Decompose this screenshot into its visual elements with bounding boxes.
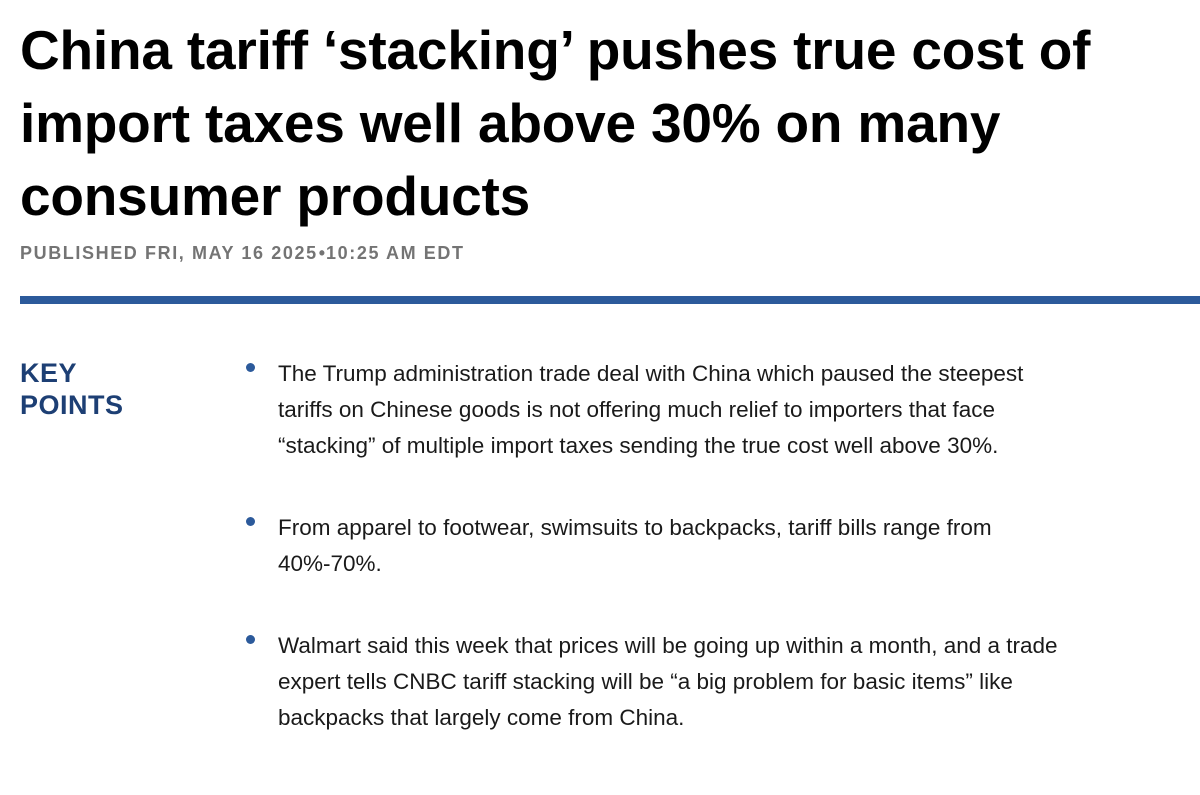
key-point-text: The Trump administration trade deal with… xyxy=(278,361,1024,458)
key-point-item: Walmart said this week that prices will … xyxy=(240,628,1070,736)
key-points-heading-line2: POINTS xyxy=(20,390,124,420)
published-separator: • xyxy=(318,243,326,263)
published-timestamp: PUBLISHED FRI, MAY 16 2025•10:25 AM EDT xyxy=(20,243,465,264)
section-divider xyxy=(20,296,1200,304)
key-point-item: From apparel to footwear, swimsuits to b… xyxy=(240,510,1070,582)
key-point-text: From apparel to footwear, swimsuits to b… xyxy=(278,515,992,576)
bullet-icon xyxy=(246,517,255,526)
key-points-list: The Trump administration trade deal with… xyxy=(240,356,1070,736)
bullet-icon xyxy=(246,363,255,372)
key-point-text: Walmart said this week that prices will … xyxy=(278,633,1058,730)
key-point-item: The Trump administration trade deal with… xyxy=(240,356,1070,464)
key-points-heading-line1: KEY xyxy=(20,358,78,388)
article-headline: China tariff ‘stacking’ pushes true cost… xyxy=(20,19,1091,227)
published-time: 10:25 AM EDT xyxy=(326,243,465,263)
bullet-icon xyxy=(246,635,255,644)
published-date: PUBLISHED FRI, MAY 16 2025 xyxy=(20,243,318,263)
key-points-heading: KEY POINTS xyxy=(20,357,220,421)
